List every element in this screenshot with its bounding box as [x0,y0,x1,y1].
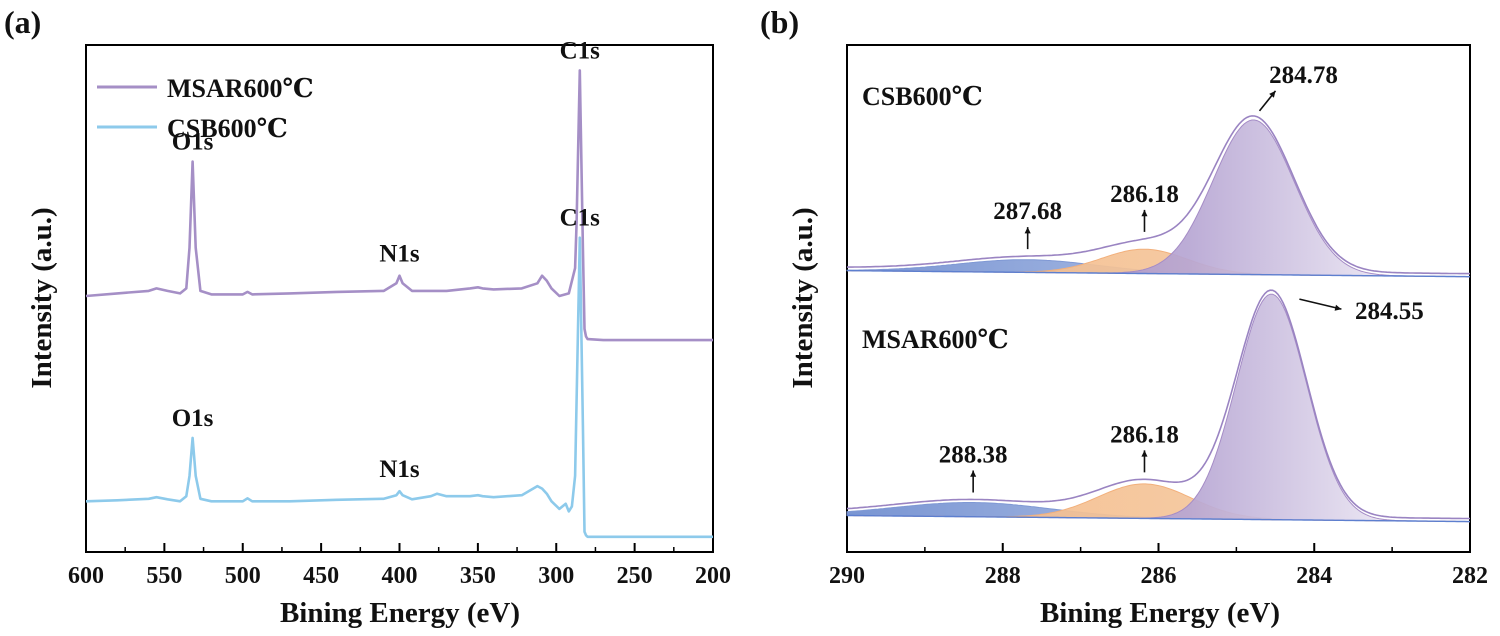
peak-label-n1s-csb600: N1s [379,456,420,483]
legend-label-csb600: CSB600℃ [167,114,288,143]
fit-baseline-csb600 [847,269,1470,278]
panel-a-x-tick-label: 300 [538,563,574,589]
panel-a-x-tick-label: 450 [303,563,339,589]
peak-arrowhead [970,470,977,477]
panel-a-x-tick-label: 550 [146,563,182,589]
panel-a-x-tick-label: 350 [460,563,496,589]
peak-label-c1s-msar600: C1s [560,37,601,64]
panel-a-series-group [85,69,713,539]
peak-arrowhead [1269,90,1276,98]
legend-label-msar600: MSAR600℃ [167,74,314,103]
panel-a-label: (a) [4,4,41,40]
panel-b-y-axis-label: Intensity (a.u.) [787,207,819,388]
panel-a-x-tick-label: 250 [617,563,653,589]
peak-arrowhead [1024,227,1031,234]
peak-arrowhead [1141,450,1148,457]
sample-label-msar600: MSAR600℃ [862,325,1009,354]
fit-envelope-msar600 [846,289,1470,520]
panel-b-x-axis-label: Bining Energy (eV) [1040,597,1280,629]
panel-b-x-ticks: 290 288 286 284 282 [829,543,1488,589]
peak-label-n1s-msar600: N1s [379,241,420,268]
peak-arrowhead [1334,304,1342,311]
panel-b: (b) 290 288 286 284 282 287.68286.18284.7828… [760,4,1488,629]
panel-a-x-axis-label: Bining Energy (eV) [280,597,520,629]
panel-a-peak-annotations: C1s O1s N1s C1s O1s N1s [172,37,600,483]
peak-value-msar600-286-18: 286.18 [1110,421,1179,448]
panel-b-label: (b) [760,4,799,40]
peak-arrowhead [1141,209,1148,217]
panel-a: (a) 600 550 500 450 400 350 300 250 200 C1s O1s N1… [4,4,731,629]
panel-b-x-tick-label: 290 [829,563,865,589]
panel-b-x-tick-label: 282 [1452,563,1488,589]
panel-a-x-ticks: 600 550 500 450 400 350 300 250 200 [68,543,731,589]
panel-b-peak-annotations: 287.68 286.18 284.78 288.38 286.18 284.55 [939,62,1424,493]
series-line-msar600 [85,69,713,342]
panel-b-x-tick-label: 286 [1141,563,1177,589]
fit-baseline-msar600 [847,514,1470,523]
panel-a-x-tick-label: 400 [382,563,418,589]
panel-b-x-tick-label: 288 [985,563,1021,589]
panel-a-x-tick-label: 600 [68,563,104,589]
peak-label-o1s-csb600: O1s [172,405,214,432]
fit-envelope-csb600 [847,115,1471,275]
peak-value-msar600-284-55: 284.55 [1355,298,1424,325]
panel-a-x-tick-label: 200 [695,563,731,589]
panel-a-y-axis-label: Intensity (a.u.) [26,207,58,388]
panel-b-x-tick-label: 284 [1296,563,1332,589]
peak-value-csb600-286-18: 286.18 [1110,181,1179,208]
peak-value-csb600-284-78: 284.78 [1269,62,1338,89]
panel-a-x-tick-label: 500 [225,563,261,589]
peak-value-msar600-288-38: 288.38 [939,441,1008,468]
peak-label-o1s-msar600: O1s [172,129,214,156]
peak-label-c1s-csb600: C1s [560,205,601,232]
panel-b-fit-components [846,115,1471,523]
peak-value-csb600-287-68: 287.68 [993,198,1062,225]
peak-arrow-msar600-284-55 [1299,298,1342,310]
panel-a-legend: MSAR600℃ CSB600℃ [97,74,314,143]
series-line-csb600 [85,236,713,539]
sample-label-csb600: CSB600℃ [862,82,983,111]
